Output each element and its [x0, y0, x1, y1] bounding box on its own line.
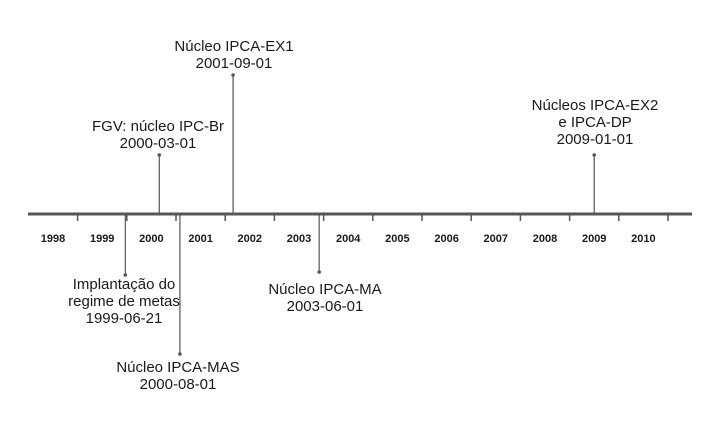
event-label-line: FGV: núcleo IPC-Br	[92, 118, 224, 135]
event-label-line: 2000-03-01	[120, 135, 197, 152]
year-label-2001: 2001	[188, 233, 212, 245]
year-label-2007: 2007	[484, 233, 508, 245]
event-label-line: 2000-08-01	[140, 376, 217, 393]
year-label-2003: 2003	[287, 233, 311, 245]
year-label-2008: 2008	[533, 233, 557, 245]
year-label-2000: 2000	[139, 233, 163, 245]
event-marker-dot	[123, 273, 128, 277]
event-label-line: e IPCA-DP	[558, 114, 631, 131]
year-label-2002: 2002	[238, 233, 262, 245]
event-marker-dot	[592, 153, 596, 157]
event-label-line: Núcleo IPCA-MA	[268, 281, 381, 298]
event-label-line: Núcleo IPCA-MAS	[116, 359, 239, 376]
event-label-line: regime de metas	[68, 293, 180, 310]
event-label-line: 1999-06-21	[86, 310, 163, 327]
year-label-1998: 1998	[41, 233, 65, 245]
year-label-2010: 2010	[631, 233, 655, 245]
year-label-1999: 1999	[90, 233, 114, 245]
event-label-line: Núcleos IPCA-EX2	[532, 97, 659, 114]
event-label-line: 2009-01-01	[557, 131, 634, 148]
event-label-line: Núcleo IPCA-EX1	[174, 38, 293, 55]
event-marker-dot	[178, 352, 182, 356]
event-marker-dot	[157, 153, 162, 157]
year-label-2006: 2006	[434, 233, 458, 245]
year-label-2004: 2004	[336, 233, 361, 245]
event-label-line: 2001-09-01	[196, 55, 273, 72]
event-label-line: Implantação do	[73, 276, 176, 293]
event-label-line: 2003-06-01	[287, 298, 364, 315]
year-label-2009: 2009	[582, 233, 606, 245]
event-marker-dot	[317, 270, 321, 274]
event-marker-dot	[231, 73, 235, 77]
year-label-2005: 2005	[385, 233, 409, 245]
